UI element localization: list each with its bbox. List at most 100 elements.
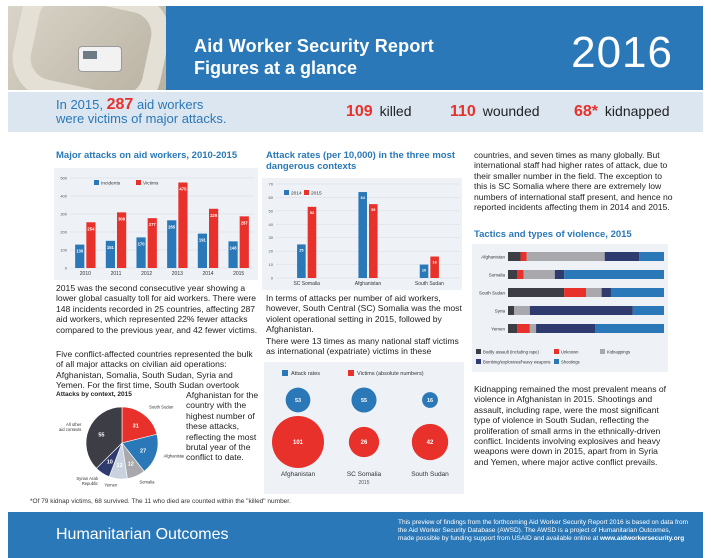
legend-label: Victims (absolute numbers) [357,371,424,377]
bar-2015 [369,204,378,278]
tactics-heading: Tactics and types of violence, 2015 [474,229,632,240]
y-tick-label: 100 [60,248,67,253]
tactics-segment [639,252,664,261]
attack-rates-heading: Attack rates (per 10,000) in the three m… [266,150,456,172]
header-photo [8,6,166,90]
bubble-victims [272,416,324,468]
wounded-stat: 110 wounded [450,103,540,121]
legend-swatch [284,190,289,195]
pie-category-label: Somalia [139,479,155,484]
pie-value-label: 27 [140,448,146,454]
attack-rates-chart: 0 10 20 30 40 50 60 70 25 53 SC Somalia 64 55 Afghani… [262,178,462,290]
tactics-segment [586,288,602,297]
col1-para1: 2015 was the second consecutive year sho… [56,283,258,335]
bar-value-label: 130 [76,249,84,254]
major-attacks-heading: Major attacks on aid workers, 2010-2015 [56,150,238,161]
bubble-attack-rate [351,387,377,413]
legend-label: Victims [143,181,159,187]
bar-value-label: 25 [299,248,303,252]
pie-category-label: Syrian Arab Republic [76,476,98,486]
wounded-number: 110 [450,103,476,120]
col2-para2: There were 13 times as many national sta… [266,336,459,357]
x-tick-label: 2010 [80,271,91,277]
report-header: Aid Worker Security Report Figures at a … [8,6,703,90]
tactics-segment [526,252,605,261]
preview-text: This preview of findings from the forthc… [398,519,688,542]
legend-swatch [554,359,559,364]
photo-van [78,46,122,72]
col3-para2: Kidnapping remained the most prevalent m… [474,384,667,467]
pie-category-label: South Sudan [149,404,174,409]
bubble-value-label: 16 [427,398,433,404]
tactics-segment [610,288,664,297]
bubble-attack-rate [285,387,311,413]
tactics-segment [604,252,640,261]
tactics-segment [514,306,530,315]
legend-swatch [348,370,354,376]
legend-label: Attack rates [291,371,320,377]
major-attacks-chart: 0 100 200 300 400 500 130 254 2010 151 309 2011 170 2… [54,168,258,280]
tactics-segment [508,288,565,297]
tactics-segment [529,324,537,333]
x-tick-label: SC Somalia [293,281,320,287]
y-tick-label: 70 [269,182,274,187]
bar-incidents [75,244,85,268]
pie-slice [121,433,159,472]
pie-value-label: 12 [117,463,123,469]
bar-value-label: 277 [149,222,157,227]
y-tick-label: 60 [269,195,274,200]
bar-value-label: 329 [210,213,218,218]
legend-label: 2014 [291,191,302,197]
y-tick-label: 30 [269,235,274,240]
victims-count: 287 [106,96,134,113]
legend-label: 2015 [311,191,322,197]
bar-value-label: 148 [230,245,238,250]
bar-2014 [358,192,367,278]
report-subtitle: Figures at a glance [194,58,358,78]
legend-swatch [600,349,605,354]
bar-victims [178,182,188,268]
pie-value-label: 31 [133,423,139,429]
bar-incidents [105,240,115,268]
pie-slice [85,406,123,469]
col3-para1: countries, and seven times as many globa… [474,150,673,213]
bubble-category-label: Afghanistan [281,471,316,478]
pie-value-label: 10 [107,460,113,466]
bar-value-label: 265 [168,224,176,229]
bar-victims [117,212,127,268]
kidnapped-number: 68* [574,103,599,120]
legend-swatch [282,370,288,376]
tactics-category-label: Yemen [491,327,505,332]
preview-link[interactable]: www.aidworkersecurity.org [600,535,685,542]
bar-victims [86,222,96,268]
kidnapped-label: kidnapped [604,103,670,119]
bar-value-label: 254 [87,226,95,231]
tactics-segment [520,252,527,261]
report-title: Aid Worker Security Report [194,36,434,56]
bar-value-label: 53 [310,211,314,215]
y-tick-label: 0 [65,266,68,271]
y-tick-label: 40 [269,222,274,227]
tactics-category-label: Afghanistan [481,255,505,260]
bar-victims [239,216,249,268]
bar-value-label: 309 [118,216,126,221]
bar-value-label: 170 [138,241,146,246]
y-tick-label: 200 [60,230,67,235]
bar-value-label: 10 [422,269,426,273]
wounded-label: wounded [482,103,540,119]
y-tick-label: 500 [60,176,67,181]
pie-slice [121,406,158,444]
x-tick-label: 2014 [202,271,213,277]
bar-victims [147,218,157,268]
x-tick-label: Afghanistan [355,281,382,287]
lead-line2: were victims of major attacks. [56,111,227,126]
attacks-by-context-pie: 31 South Sudan 27 Afghanistan 12 Somalia 12 Yem… [59,404,184,487]
bar-incidents [136,237,146,268]
summary-lead: In 2015, 287 aid workers were victims of… [56,96,227,126]
kidnapped-stat: 68* kidnapped [574,103,670,121]
bar-2015 [307,206,317,278]
tactics-segment [523,270,555,279]
tactics-chart: Afghanistan Somalia South Sudan Syria Yemen B… [472,244,668,372]
y-tick-label: 400 [60,194,67,199]
bar-value-label: 16 [433,261,437,265]
